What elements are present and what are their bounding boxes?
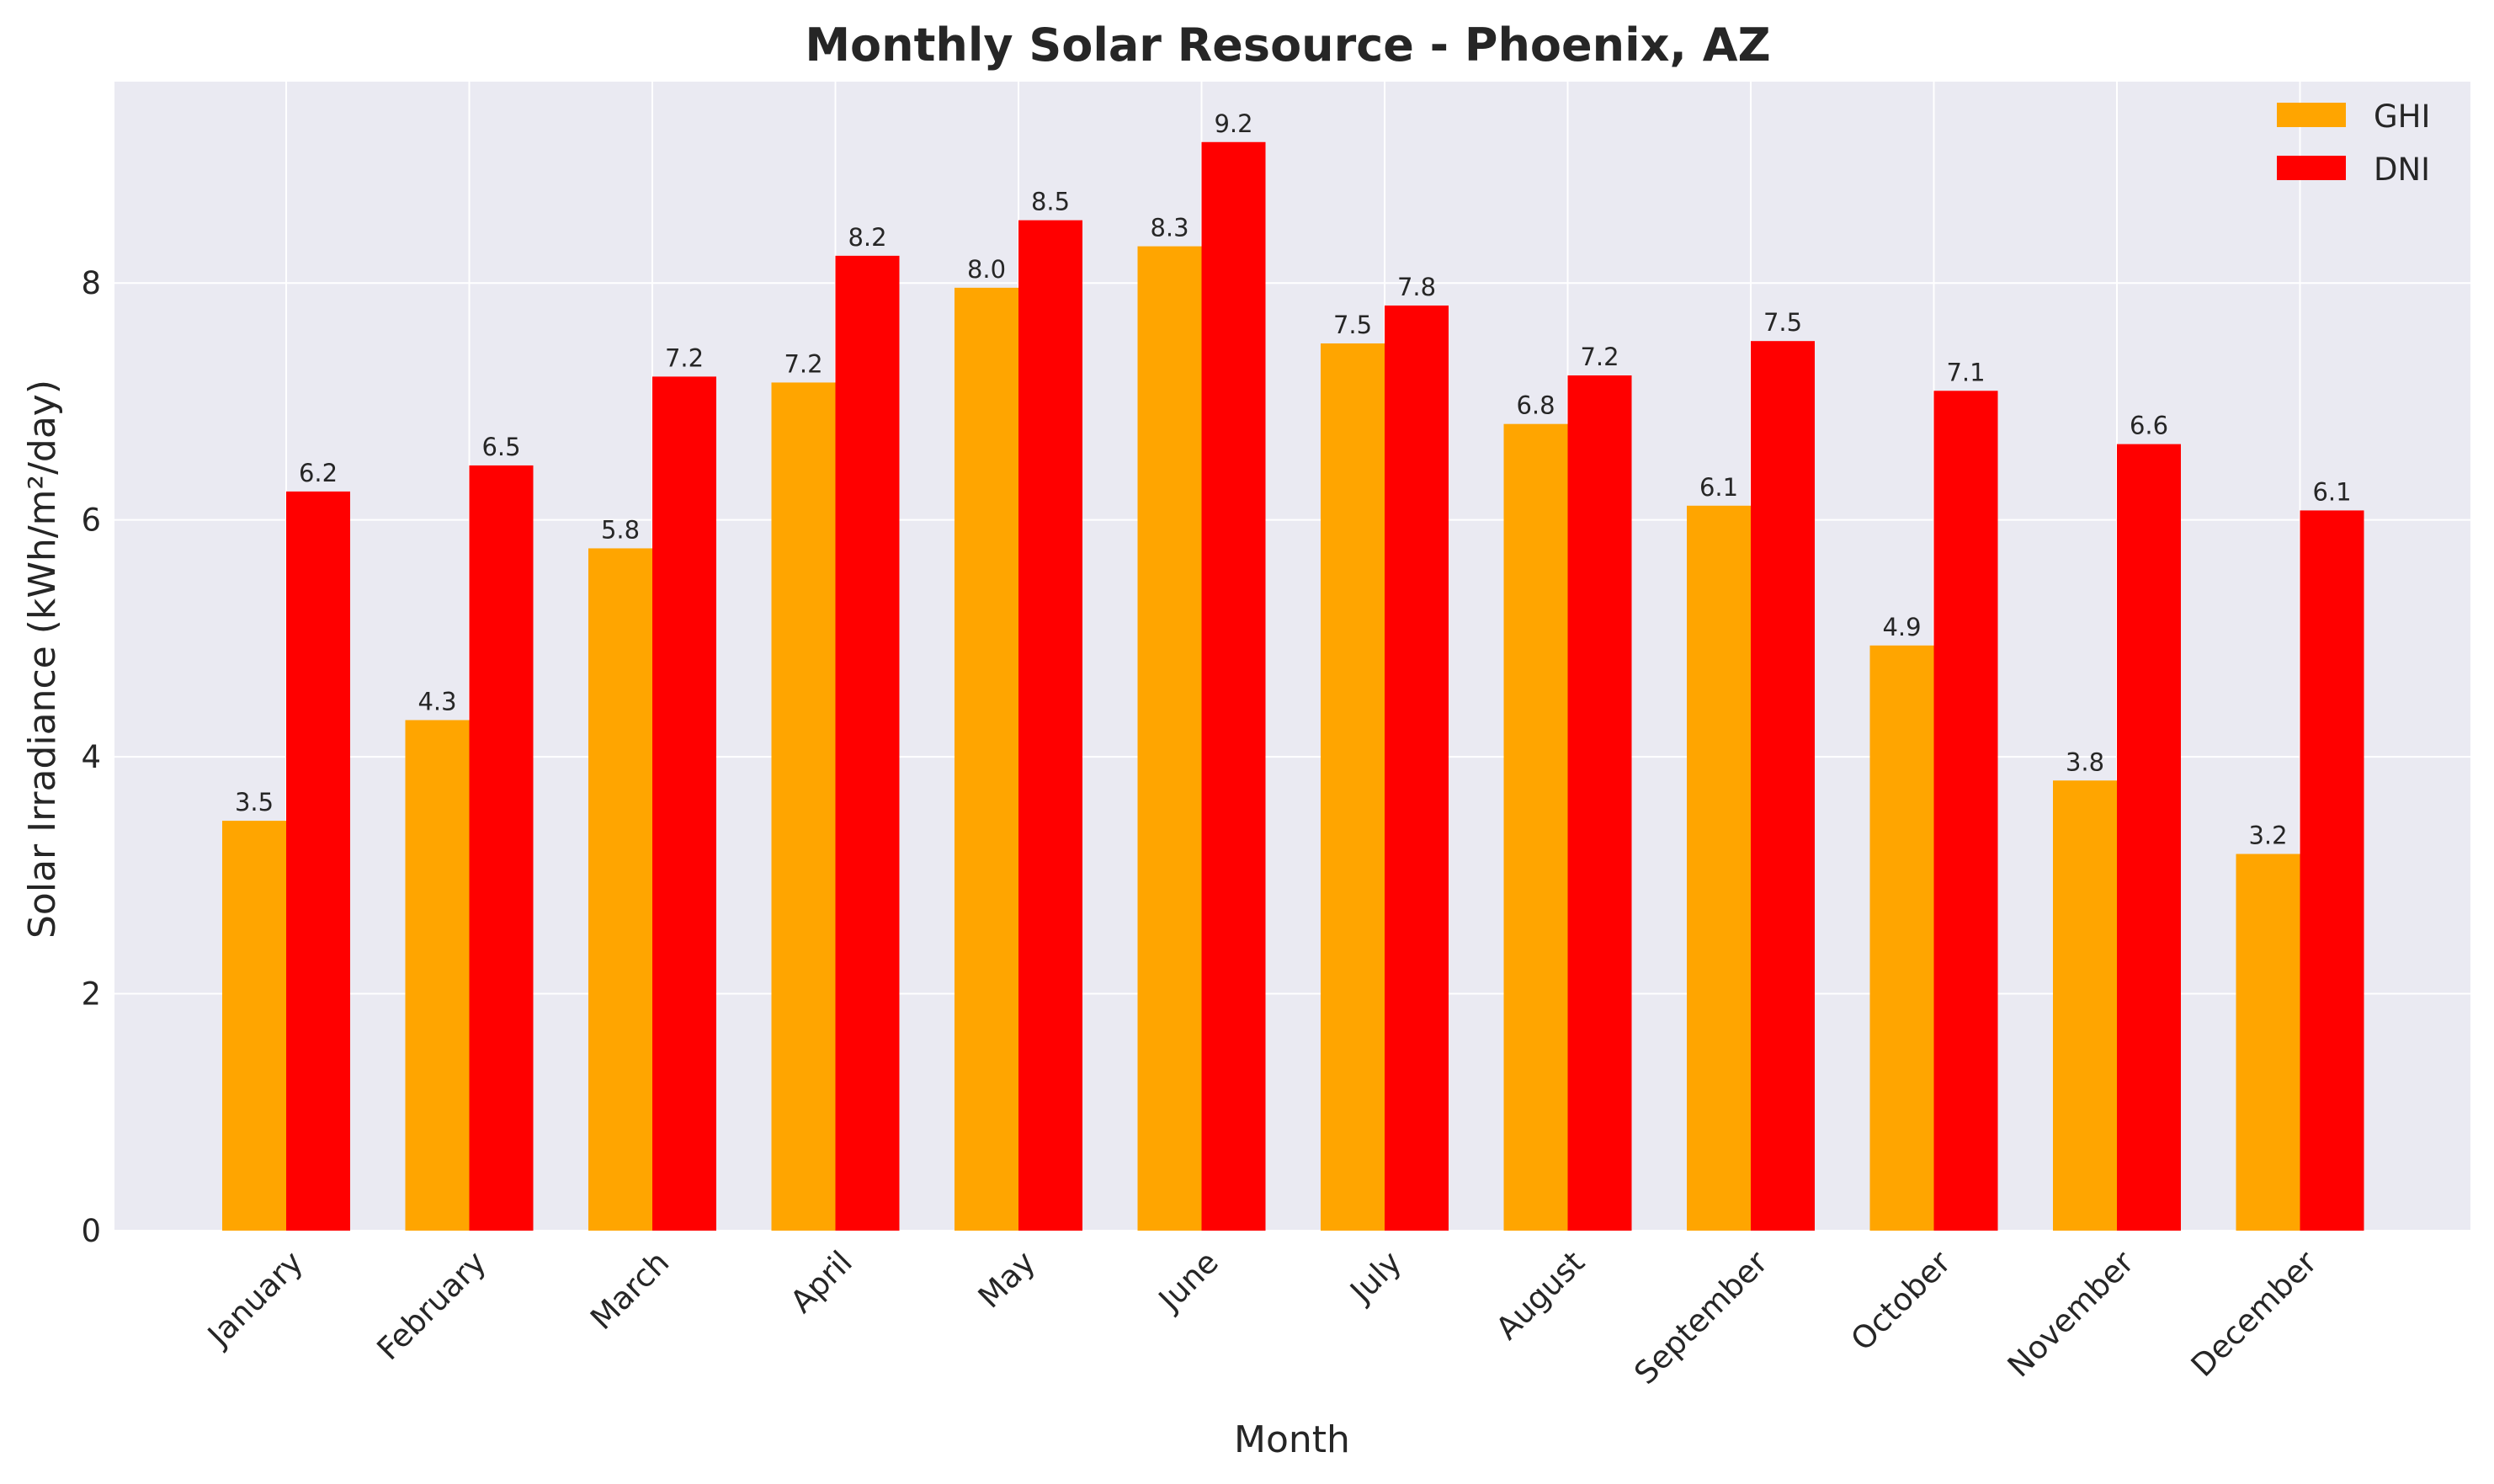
bar-dni-january — [286, 491, 350, 1231]
y-tick-label: 6 — [81, 503, 101, 539]
bar-dni-march — [652, 376, 716, 1231]
x-axis-label: Month — [1234, 1418, 1350, 1461]
data-label-dni: 8.2 — [848, 223, 886, 252]
bar-dni-august — [1567, 375, 1632, 1231]
data-label-dni: 8.5 — [1031, 188, 1070, 216]
bar-dni-april — [835, 255, 900, 1231]
bar-ghi-december — [2236, 854, 2300, 1231]
bar-dni-june — [1201, 141, 1266, 1231]
legend-swatch-ghi — [2277, 103, 2346, 127]
legend-swatch-dni — [2277, 156, 2346, 180]
data-label-dni: 7.2 — [1580, 343, 1619, 371]
chart-title: Monthly Solar Resource - Phoenix, AZ — [805, 19, 1770, 72]
y-axis-ticks: 0 2 4 6 8 — [81, 265, 101, 1249]
data-label-dni: 6.5 — [481, 433, 520, 461]
data-label-dni: 7.2 — [665, 343, 704, 372]
data-label-ghi: 3.2 — [2248, 822, 2287, 850]
data-label-ghi: 3.5 — [235, 788, 274, 816]
data-label-ghi: 6.1 — [1699, 473, 1738, 502]
data-label-ghi: 5.8 — [601, 515, 640, 544]
data-label-dni: 6.2 — [299, 459, 338, 487]
bar-ghi-january — [222, 821, 286, 1231]
bars — [222, 141, 2364, 1231]
legend-label-ghi: GHI — [2374, 98, 2430, 135]
legend: GHI DNI — [2277, 98, 2430, 188]
data-label-dni: 6.6 — [2130, 412, 2168, 440]
bar-dni-october — [1933, 391, 1998, 1231]
bar-ghi-may — [955, 287, 1018, 1231]
bar-ghi-november — [2053, 780, 2117, 1231]
bar-ghi-august — [1503, 423, 1568, 1231]
data-label-dni: 7.8 — [1397, 273, 1436, 301]
bar-ghi-june — [1137, 246, 1202, 1231]
y-tick-label: 8 — [81, 265, 101, 301]
bar-dni-november — [2117, 444, 2181, 1231]
bar-ghi-february — [405, 720, 470, 1231]
data-label-dni: 9.2 — [1214, 109, 1252, 138]
bar-dni-may — [1018, 220, 1082, 1231]
data-label-dni: 7.5 — [1763, 308, 1802, 337]
legend-label-dni: DNI — [2374, 152, 2430, 188]
data-label-dni: 7.1 — [1946, 358, 1985, 386]
y-tick-label: 2 — [81, 976, 101, 1013]
bar-ghi-april — [771, 382, 836, 1231]
bar-dni-september — [1751, 341, 1815, 1231]
data-label-ghi: 7.2 — [784, 349, 822, 378]
y-tick-label: 0 — [81, 1213, 101, 1249]
bar-ghi-september — [1687, 505, 1751, 1231]
bar-ghi-july — [1321, 343, 1385, 1231]
data-label-dni: 6.1 — [2312, 477, 2351, 506]
data-label-ghi: 7.5 — [1333, 311, 1372, 339]
y-tick-label: 4 — [81, 739, 101, 775]
y-axis-label: Solar Irradiance (kWh/m²/day) — [21, 380, 64, 939]
data-label-ghi: 4.9 — [1882, 613, 1921, 641]
bar-dni-july — [1385, 305, 1449, 1231]
bar-dni-february — [469, 465, 534, 1231]
bar-dni-december — [2300, 510, 2364, 1231]
data-label-ghi: 3.8 — [2066, 747, 2104, 776]
data-label-ghi: 6.8 — [1516, 391, 1555, 420]
data-labels: 3.5 4.3 5.8 7.2 8.0 8.3 7.5 6.8 6.1 4.9 3.8 3.2 6.2 6… — [235, 109, 2352, 850]
bar-ghi-march — [588, 548, 652, 1231]
data-label-ghi: 4.3 — [417, 687, 456, 715]
data-label-ghi: 8.0 — [967, 255, 1006, 284]
bar-ghi-october — [1869, 645, 1934, 1231]
data-label-ghi: 8.3 — [1150, 214, 1189, 242]
